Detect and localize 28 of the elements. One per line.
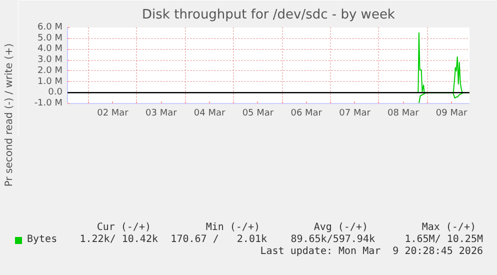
- y-tick-label: 1.0 M: [38, 76, 63, 87]
- x-tick-label: 09 Mar: [436, 108, 468, 118]
- x-tick-label: 05 Mar: [242, 108, 274, 118]
- x-tick-label: 08 Mar: [388, 108, 420, 118]
- y-tick-label: 3.0 M: [38, 55, 63, 66]
- y-tick-label: 4.0 M: [38, 44, 63, 54]
- chart-title: Disk throughput for /dev/sdc - by week: [142, 8, 396, 22]
- text: 170.67 / 2.01k: [170, 234, 267, 246]
- text: Min (-/+): [206, 222, 260, 234]
- x-tick-label: 07 Mar: [339, 108, 371, 118]
- legend-label: Bytes: [27, 234, 58, 246]
- y-tick-label: -1.0 M: [34, 98, 62, 108]
- y-tick-label: 2.0 M: [38, 66, 63, 76]
- x-tick-label: 04 Mar: [194, 108, 226, 118]
- text: Avg (-/+): [314, 222, 368, 234]
- text: Cur (-/+): [96, 222, 151, 234]
- y-tick-label: 6.0 M: [38, 22, 63, 32]
- text: 1.65M/ 10.25M: [404, 234, 483, 246]
- text: 89.65k/597.94k: [290, 234, 375, 246]
- x-tick-label: 03 Mar: [146, 108, 178, 118]
- text: Max (-/+): [422, 222, 476, 234]
- x-tick-label: 02 Mar: [97, 108, 129, 118]
- text: 1.22k/ 10.42k: [80, 234, 158, 246]
- y-tick-label: 5.0 M: [38, 33, 63, 44]
- y-axis-title: Pr second read (-) / write (+): [2, 43, 16, 187]
- text: Last update: Mon Mar 9 20:28:45 2026: [260, 246, 483, 258]
- x-tick-label: 06 Mar: [290, 108, 322, 118]
- y-tick-label: 0.0: [48, 88, 63, 98]
